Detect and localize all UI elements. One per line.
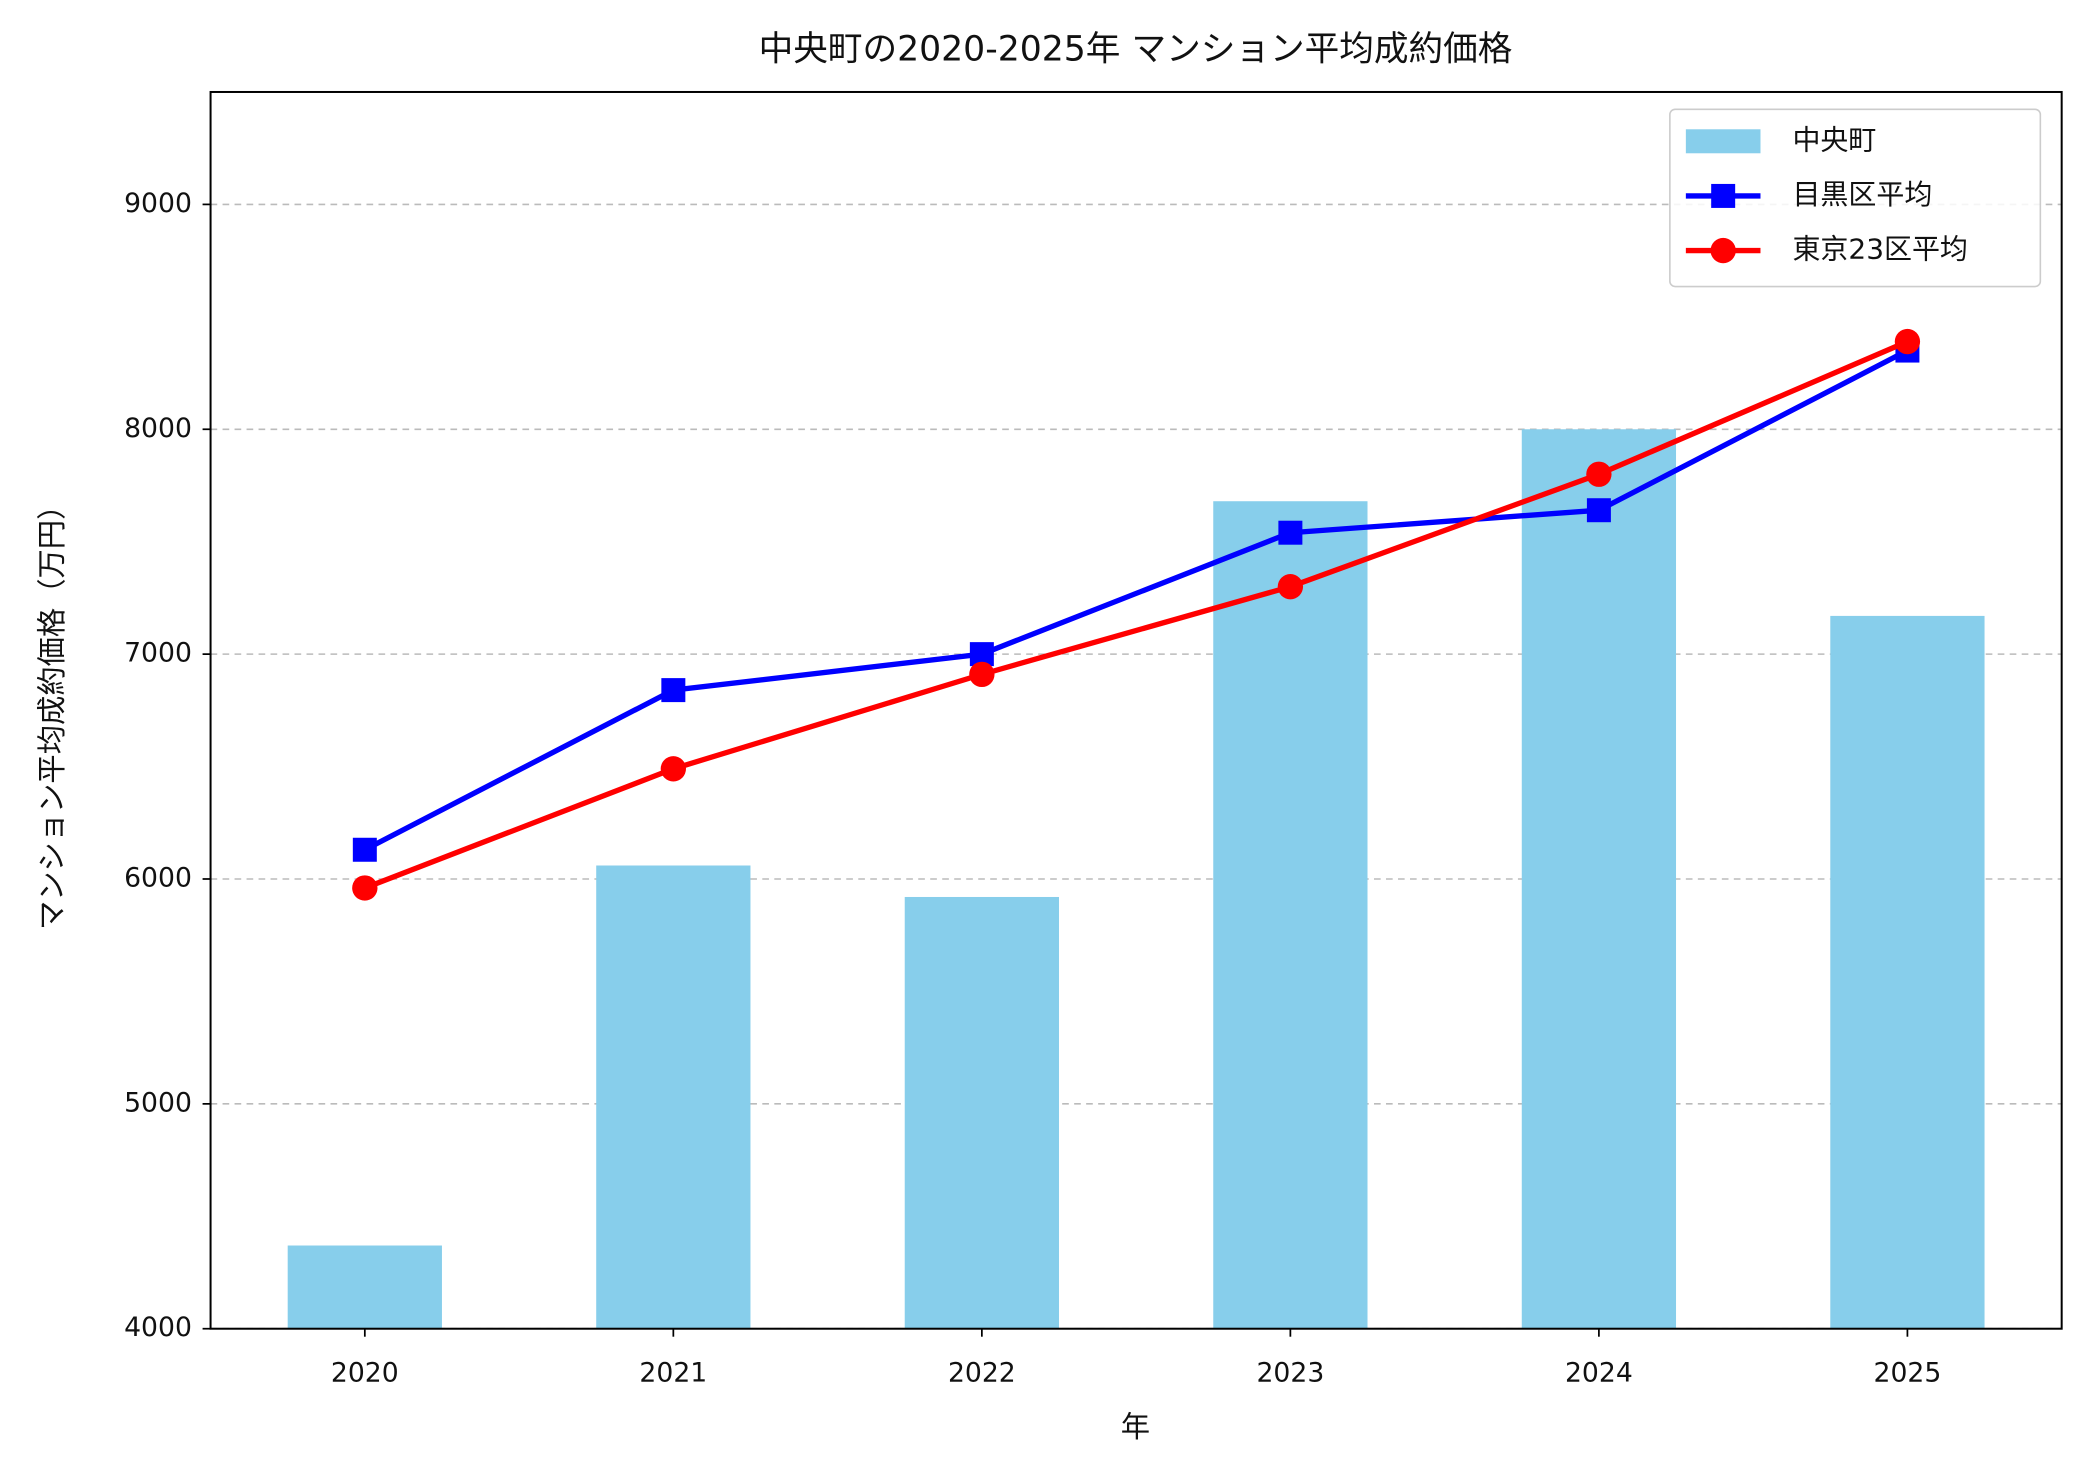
x-tick-label: 2023 (1256, 1358, 1324, 1389)
y-tick-label: 5000 (124, 1087, 192, 1118)
legend-label: 目黒区平均 (1792, 178, 1932, 211)
bar (1830, 615, 1985, 1329)
marker (969, 661, 995, 688)
y-tick-label: 4000 (124, 1312, 192, 1343)
marker (660, 756, 687, 782)
bar (596, 865, 751, 1329)
legend-marker (1710, 237, 1736, 264)
bar (904, 896, 1059, 1329)
x-tick-label: 2024 (1565, 1358, 1633, 1389)
marker (352, 875, 378, 901)
line (363, 339, 1909, 891)
x-tick-label: 2021 (639, 1358, 707, 1389)
bar (1213, 501, 1368, 1329)
x-tick-label: 2022 (948, 1358, 1016, 1389)
x-axis-label: 年 (1121, 1410, 1150, 1444)
legend-label: 東京23区平均 (1792, 233, 1967, 266)
marker (661, 678, 686, 703)
y-tick-label: 9000 (124, 188, 192, 219)
y-tick-label: 8000 (124, 413, 192, 444)
bar (287, 1245, 442, 1329)
bar (1521, 429, 1677, 1329)
line (363, 348, 1909, 853)
x-tick-label: 2020 (331, 1358, 399, 1389)
marker (969, 642, 994, 667)
legend-label: 中央町 (1792, 123, 1876, 156)
x-tick-label: 2025 (1874, 1358, 1942, 1389)
y-tick-label: 7000 (124, 638, 192, 669)
marker (1277, 574, 1304, 600)
y-axis-label: マンション平均成約価格（万円） (35, 491, 69, 930)
marker (1894, 328, 1921, 355)
marker (1586, 498, 1611, 523)
plot-frame (209, 90, 2063, 1330)
y-tick-label: 6000 (124, 862, 192, 893)
legend-swatch (1685, 129, 1761, 154)
legend-box (1669, 108, 2042, 288)
chart-title: 中央町の2020-2025年 マンション平均成約価格 (759, 30, 1513, 70)
marker (352, 837, 377, 862)
marker (1586, 461, 1612, 487)
marker (1278, 520, 1303, 545)
legend-marker (1711, 183, 1736, 208)
